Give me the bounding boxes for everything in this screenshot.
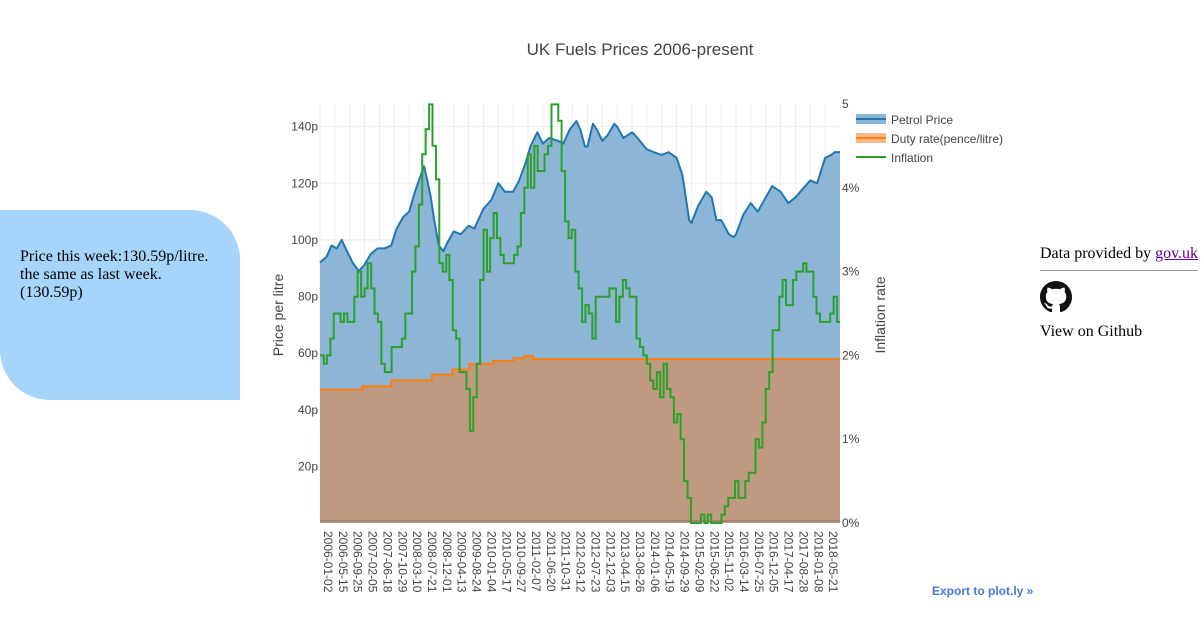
x-tick-label: 2006-09-25 — [351, 531, 365, 593]
legend-item-petrol[interactable]: Petrol Price — [856, 113, 953, 127]
x-tick-label: 2018-05-21 — [826, 531, 840, 593]
x-tick-label: 2008-03-10 — [410, 531, 424, 593]
x-tick-label: 2010-05-17 — [499, 531, 513, 593]
y2-tick-label: 3% — [842, 265, 860, 279]
y-tick-label: 20p — [298, 459, 318, 473]
x-tick-label: 2011-02-07 — [529, 531, 543, 592]
export-to-plotly-link[interactable]: Export to plot.ly » — [932, 584, 1034, 598]
y-tick-label: 120p — [291, 176, 318, 190]
legend-label-duty: Duty rate(pence/litre) — [891, 132, 1003, 146]
data-source-line: Data provided by gov.uk — [1040, 245, 1198, 271]
x-tick-label: 2011-10-31 — [559, 531, 573, 592]
legend: Petrol Price Duty rate(pence/litre) Infl… — [856, 113, 1003, 165]
x-tick-label: 2016-03-14 — [737, 531, 751, 593]
x-tick-label: 2013-08-26 — [633, 531, 647, 593]
x-tick-label: 2007-10-29 — [395, 531, 409, 593]
x-tick-label: 2012-03-12 — [574, 531, 588, 593]
y2-tick-label: 5 — [842, 97, 849, 111]
github-icon[interactable] — [1040, 281, 1072, 313]
inflation-line — [320, 103, 840, 524]
line-series — [319, 103, 840, 524]
y2-tick-label: 0% — [842, 516, 860, 530]
x-tick-label: 2006-05-15 — [336, 531, 350, 593]
legend-item-duty[interactable]: Duty rate(pence/litre) — [856, 132, 1003, 146]
x-tick-label: 2007-02-05 — [366, 531, 380, 593]
x-tick-label: 2014-05-19 — [663, 531, 677, 593]
x-tick-label: 2018-01-08 — [811, 531, 825, 593]
x-tick-label: 2015-02-09 — [692, 531, 706, 593]
x-tick-label: 2015-11-02 — [722, 531, 736, 592]
x-tick-label: 2013-04-15 — [618, 531, 632, 593]
attribution-panel: Data provided by gov.uk View on Github — [1040, 245, 1198, 341]
duty-rate-area — [320, 356, 840, 523]
chart-title: UK Fuels Prices 2006-present — [527, 40, 754, 59]
legend-item-inflation[interactable]: Inflation — [856, 151, 933, 165]
x-tick-label: 2017-04-17 — [782, 531, 796, 593]
legend-label-petrol: Petrol Price — [891, 113, 953, 127]
x-tick-label: 2011-06-20 — [544, 531, 558, 592]
x-tick-label: 2016-07-25 — [752, 531, 766, 593]
price-change-text: the same as last week. — [20, 266, 162, 283]
x-tick-label: 2009-08-24 — [470, 531, 484, 593]
x-tick-label: 2008-07-21 — [425, 531, 439, 593]
x-tick-label: 2012-07-23 — [588, 531, 602, 593]
x-tick-label: 2014-09-29 — [678, 531, 692, 593]
data-source-text: Data provided by — [1040, 245, 1156, 262]
y2-tick-label: 4% — [842, 181, 860, 195]
y-tick-label: 100p — [291, 233, 318, 247]
github-link[interactable]: View on Github — [1040, 323, 1143, 340]
petrol-price-line — [319, 119, 840, 273]
duty-rate-line — [320, 355, 840, 391]
x-tick-label: 2012-12-03 — [603, 531, 617, 593]
y2-axis-title: Inflation rate — [872, 276, 888, 353]
x-tick-label: 2009-04-13 — [455, 531, 469, 593]
gov-uk-link[interactable]: gov.uk — [1155, 245, 1199, 262]
price-info-panel: Price this week:130.59p/litre. the same … — [0, 210, 240, 400]
x-tick-label: 2008-12-01 — [440, 531, 454, 593]
x-tick-label: 2010-01-04 — [484, 531, 498, 593]
x-tick-label: 2006-01-02 — [321, 531, 335, 593]
x-tick-label: 2016-12-05 — [767, 531, 781, 593]
y-axis-title: Price per litre — [270, 274, 286, 357]
x-tick-label: 2017-08-28 — [796, 531, 810, 593]
y-tick-label: 40p — [298, 403, 318, 417]
x-tick-label: 2007-06-18 — [380, 531, 394, 593]
x-tick-label: 2014-01-06 — [648, 531, 662, 593]
x-tick-label: 2010-09-27 — [514, 531, 528, 593]
y-tick-label: 60p — [298, 346, 318, 360]
x-tick-label: 2015-06-22 — [707, 531, 721, 593]
previous-price-text: (130.59p) — [20, 284, 83, 301]
y-tick-label: 80p — [298, 290, 318, 304]
y-tick-label: 140p — [291, 120, 318, 134]
axes: 2006-01-02 2006-05-15 2006-09-25 2007-02-05… — [291, 97, 859, 593]
legend-label-inflation: Inflation — [891, 151, 933, 165]
y2-tick-label: 1% — [842, 432, 860, 446]
price-this-week-text: Price this week:130.59p/litre. — [20, 248, 209, 265]
area-series — [320, 120, 840, 524]
y2-tick-label: 2% — [842, 348, 860, 362]
